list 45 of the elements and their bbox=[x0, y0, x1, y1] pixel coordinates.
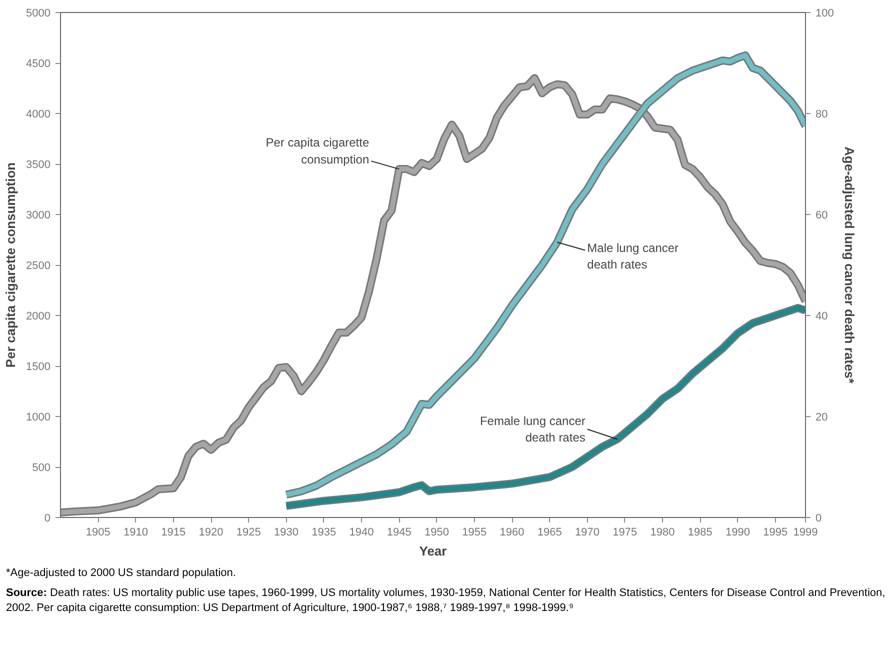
x-tick-label: 1960 bbox=[500, 526, 524, 538]
y2-tick-label: 20 bbox=[816, 412, 828, 424]
x-tick-label: 1999 bbox=[793, 526, 818, 538]
y2-tick-label: 40 bbox=[816, 310, 828, 322]
x-tick-label: 1925 bbox=[236, 526, 261, 538]
y-tick-label: 1000 bbox=[26, 412, 51, 424]
x-tick-label: 1990 bbox=[726, 526, 750, 538]
text: Per capita cigarette consumption bbox=[266, 136, 370, 166]
y-tick-label: 5000 bbox=[26, 8, 51, 20]
x-tick-label: 1965 bbox=[537, 526, 562, 538]
y-tick-label: 0 bbox=[44, 512, 51, 524]
series-label: Female lung cancer death rates bbox=[480, 414, 586, 445]
x-tick-label: 1940 bbox=[349, 526, 374, 538]
x-tick-label: 1980 bbox=[650, 526, 675, 538]
x-tick-label: 1975 bbox=[612, 526, 638, 538]
x-tick-label: 1995 bbox=[763, 526, 788, 538]
y-tick-label: 2500 bbox=[26, 260, 51, 272]
y2-tick-label: 0 bbox=[816, 512, 822, 524]
x-tick-label: 1935 bbox=[312, 526, 336, 538]
y2-axis-title: Age-adjusted lung cancer death rates* bbox=[842, 146, 857, 384]
x-tick-label: 1910 bbox=[124, 526, 148, 538]
x-tick-label: 1970 bbox=[575, 526, 600, 538]
x-tick-label: 1930 bbox=[274, 526, 299, 538]
y-tick-label: 3000 bbox=[26, 210, 51, 222]
x-tick-label: 1950 bbox=[424, 526, 450, 538]
x-tick-label: 1905 bbox=[86, 526, 110, 538]
y2-tick-label: 60 bbox=[816, 210, 828, 222]
y-tick-label: 1500 bbox=[26, 361, 51, 373]
x-tick-label: 1945 bbox=[386, 526, 412, 538]
source-note: Source: Death rates: US mortality public use tapes, 1960-1999, US mortality volumes, 1930-1959, National Center for Health Statistics, Centers for Disease Control and Prevention, 2002. Per capita cigarette consumption: US Department of Agriculture, 1900-1987,⁶ 1988,⁷ 1989-1997,⁸ 1998-1999.⁹ bbox=[6, 586, 886, 616]
text: Male lung cancer death rates bbox=[587, 240, 679, 272]
y-tick-label: 2000 bbox=[26, 310, 51, 322]
y-axis-title: Per capita cigarette consumption bbox=[3, 162, 18, 368]
x-tick-label: 1915 bbox=[161, 526, 186, 538]
text: *Age-adjusted to 2000 US standard population. bbox=[6, 566, 237, 581]
y-tick-label: 4000 bbox=[26, 108, 51, 120]
x-tick-label: 1985 bbox=[688, 526, 712, 538]
y-tick-label: 3500 bbox=[26, 159, 51, 171]
y-tick-label: 4500 bbox=[26, 58, 51, 70]
y2-tick-label: 80 bbox=[816, 108, 828, 120]
x-axis-title: Year bbox=[419, 544, 447, 558]
x-tick-label: 1955 bbox=[462, 526, 487, 538]
x-tick-label: 1920 bbox=[198, 526, 224, 538]
y-tick-label: 500 bbox=[32, 462, 51, 474]
y2-tick-label: 100 bbox=[816, 8, 834, 20]
